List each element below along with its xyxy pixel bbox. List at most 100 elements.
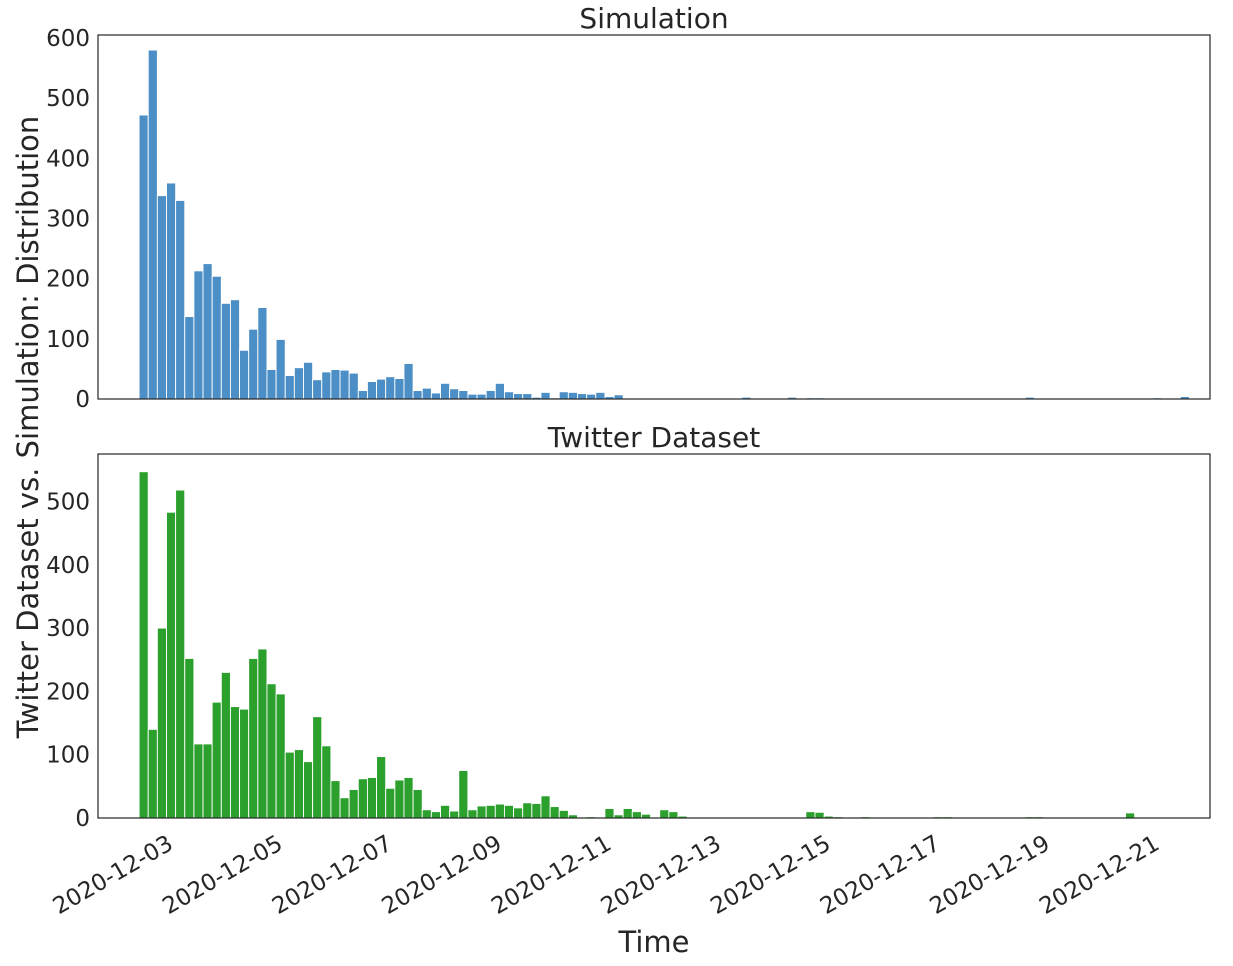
simulation-y-tick-label: 300 [46,207,90,233]
twitter-bar [503,804,515,819]
simulation-bar [567,391,578,400]
twitter-bar [321,745,332,819]
simulation-bar [147,49,158,400]
simulation-bar [239,349,250,400]
simulation-bar [366,381,378,400]
simulation-bar [513,393,524,400]
simulation-bar [202,263,213,400]
twitter-bar [558,809,569,819]
twitter-bar [814,811,825,819]
simulation-bar [503,391,515,400]
twitter-bar [458,770,469,819]
shared-y-axis-label: Twitter Dataset vs. Simulation: Distribu… [11,116,45,740]
simulation-bar [586,393,597,400]
simulation-y-tick-label: 500 [46,86,90,112]
twitter-bar [175,489,186,819]
simulation-bar [613,394,624,400]
simulation-bar [248,328,259,400]
twitter-bar [138,471,149,819]
simulation-bar [412,390,423,400]
simulation-bar [357,390,368,400]
simulation-bar [138,114,149,400]
twitter-bar [266,683,277,819]
simulation-bar [229,299,241,400]
simulation-bars [138,49,1190,400]
simulation-bar [476,393,487,400]
twitter-panel: Twitter Dataset 0 100 200 300 400 500 2020-12… [46,421,1211,920]
simulation-bar [577,393,588,400]
twitter-bar [284,751,295,819]
simulation-bar [376,378,387,400]
simulation-bar [257,307,268,400]
twitter-x-tick-label: 2020-12-11 [487,831,616,920]
twitter-y-tick-label: 300 [46,616,90,642]
simulation-bar [303,361,314,400]
simulation-bar [184,316,195,400]
twitter-plot-frame [97,453,1211,819]
simulation-bar [293,367,304,400]
simulation-bar [284,375,295,400]
twitter-bar [275,693,286,819]
twitter-bar [339,797,350,819]
twitter-bar [202,743,213,819]
x-axis-label: Time [618,925,690,959]
simulation-bar [458,390,469,400]
simulation-bar [421,387,432,400]
simulation-bar [522,393,533,400]
twitter-bar [513,807,524,819]
twitter-y-tick-label: 100 [46,743,90,769]
simulation-bar [449,388,460,400]
twitter-bar [531,802,542,819]
simulation-bar [156,195,167,400]
twitter-x-tick-label: 2020-12-09 [378,831,507,920]
twitter-x-tick-label: 2020-12-17 [816,831,945,920]
twitter-bar [412,789,423,819]
twitter-x-ticks: 2020-12-032020-12-052020-12-072020-12-09… [49,831,1164,920]
twitter-bar [631,811,642,819]
simulation-bar [166,182,177,400]
twitter-x-tick-label: 2020-12-15 [706,831,835,920]
twitter-y-tick-label: 500 [46,489,90,515]
twitter-y-tick-label: 400 [46,553,90,579]
twitter-bar [293,749,304,819]
twitter-bar [668,811,679,819]
simulation-bar [220,302,231,400]
twitter-x-tick-label: 2020-12-19 [926,831,1055,920]
twitter-y-tick-label: 200 [46,679,90,705]
twitter-bar [312,716,323,819]
twitter-bar [421,809,432,819]
twitter-bar [622,808,633,819]
simulation-panel: Simulation 0 100 200 300 400 500 600 [46,2,1211,413]
twitter-bar [549,806,560,819]
twitter-bar [1125,812,1136,819]
twitter-x-tick-label: 2020-12-03 [49,831,178,920]
simulation-bar [430,392,441,400]
twitter-bar [184,658,195,819]
twitter-bar [485,804,496,819]
simulation-y-tick-label: 200 [46,267,90,293]
twitter-bar [430,811,441,819]
simulation-bar [211,275,222,400]
simulation-bar [595,391,606,400]
twitter-x-tick-label: 2020-12-13 [597,831,726,920]
twitter-bar [147,728,158,819]
twitter-bar [303,761,314,819]
twitter-bar [476,805,487,819]
twitter-bar [467,809,478,819]
twitter-bar [166,511,177,819]
simulation-bar [494,382,505,400]
simulation-bar [440,382,451,400]
twitter-bar [522,802,533,819]
simulation-bar [485,390,496,400]
simulation-y-ticks: 0 100 200 300 400 500 600 [46,26,90,413]
twitter-bar [366,777,378,819]
simulation-bar [330,369,341,400]
simulation-bar [385,376,396,400]
simulation-y-tick-label: 100 [46,327,90,353]
twitter-x-tick-label: 2020-12-05 [158,831,287,920]
twitter-bar [257,648,268,819]
simulation-bar [403,363,414,400]
twitter-bar [540,795,551,819]
twitter-bar [376,756,387,819]
